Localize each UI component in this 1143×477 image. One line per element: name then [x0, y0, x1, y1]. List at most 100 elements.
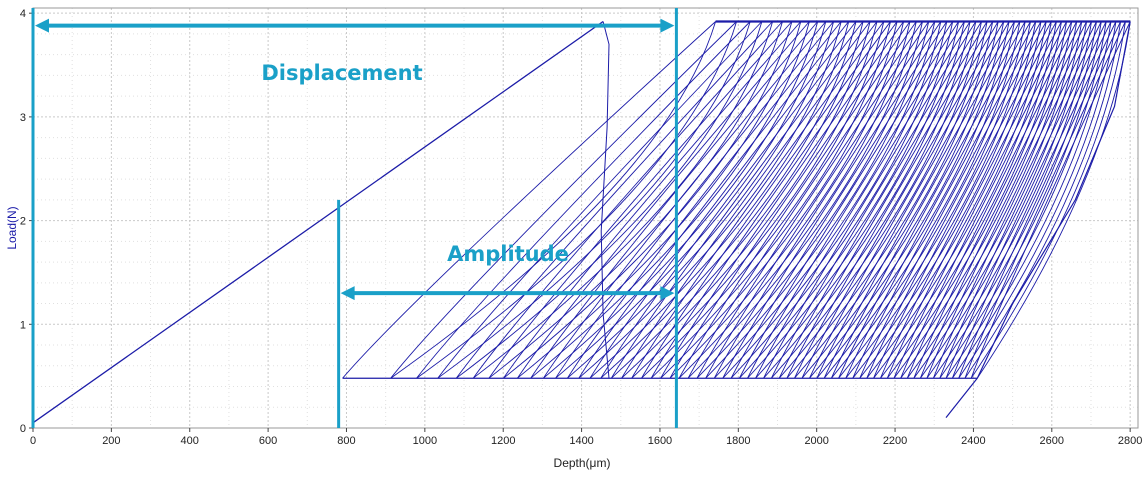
reload-branch — [880, 21, 1062, 379]
unload-branch — [390, 21, 717, 379]
reload-branch — [778, 21, 988, 379]
reload-branch — [823, 21, 1021, 379]
final-unloading-line — [945, 21, 1131, 418]
x-tick-label: 800 — [337, 435, 355, 447]
reload-branch — [472, 21, 783, 379]
reload-branch — [342, 21, 716, 379]
amplitude-arrow-right-head — [660, 286, 675, 301]
unload-branch — [926, 21, 1092, 379]
reload-branch — [555, 21, 834, 379]
reload-branch — [816, 21, 1015, 379]
initial-loading-line — [32, 20, 604, 424]
x-tick-label: 600 — [259, 435, 277, 447]
unload-branch — [713, 21, 936, 379]
reload-branch — [786, 21, 994, 379]
x-tick-label: 200 — [102, 435, 120, 447]
unload-branch — [763, 21, 971, 379]
reload-branch — [866, 21, 1052, 379]
reload-branch — [621, 21, 878, 379]
annotation-overlay: Displacement Amplitude — [31, 8, 678, 428]
reload-branch — [730, 21, 954, 379]
unload-branch — [730, 21, 948, 379]
unload-branch — [845, 21, 1031, 379]
x-tick-label: 1200 — [491, 435, 515, 447]
reload-branch — [893, 21, 1073, 379]
unload-branch — [809, 21, 1005, 379]
unload-branch — [678, 21, 911, 379]
reload-branch — [964, 21, 1126, 379]
reload-branch — [390, 21, 737, 379]
unload-branch — [660, 21, 898, 379]
unload-branch — [650, 21, 891, 379]
reload-branch — [610, 21, 871, 379]
unload-branch — [503, 21, 793, 379]
unload-branch — [578, 21, 842, 379]
unload-branch — [755, 21, 965, 379]
reload-branch — [650, 21, 898, 379]
reload-branch — [770, 21, 982, 379]
reload-branch — [631, 21, 885, 379]
reload-branch — [838, 21, 1031, 379]
y-axis-ticks: 0 1 2 3 4 — [20, 8, 33, 435]
unload-branch — [801, 21, 999, 379]
reload-branch — [886, 21, 1067, 379]
x-tick-label: 1800 — [726, 435, 750, 447]
unload-branch — [517, 21, 802, 379]
reload-branch — [488, 21, 793, 379]
unload-branch — [747, 21, 960, 379]
unload-branch — [920, 21, 1088, 379]
reload-branch — [705, 21, 936, 379]
reload-branch — [970, 21, 1131, 379]
reload-branch — [852, 21, 1042, 379]
reload-branch — [530, 21, 819, 379]
reload-branch — [830, 21, 1026, 379]
unload-branch — [778, 21, 982, 379]
unload-branch — [641, 21, 885, 379]
x-tick-label: 2600 — [1040, 435, 1064, 447]
unload-branch — [831, 21, 1021, 379]
reload-branch — [763, 21, 977, 379]
reload-branch — [958, 21, 1122, 379]
unload-branch — [964, 21, 1122, 379]
reload-branch — [755, 21, 971, 379]
y-tick-label: 4 — [20, 8, 26, 20]
reload-branch — [801, 21, 1005, 379]
unload-branch — [696, 21, 923, 379]
x-tick-label: 1400 — [569, 435, 593, 447]
reload-branch — [567, 21, 842, 379]
reload-branch — [437, 21, 763, 379]
amplitude-label: Amplitude — [447, 242, 569, 266]
unload-branch — [880, 21, 1057, 379]
unload-branch — [906, 21, 1078, 379]
x-tick-label: 2000 — [804, 435, 828, 447]
unload-branch — [838, 21, 1026, 379]
y-tick-label: 1 — [20, 319, 26, 331]
reload-branch — [738, 21, 959, 379]
unload-branch — [893, 21, 1068, 379]
unload-branch — [687, 21, 917, 379]
unload-branch — [816, 21, 1010, 379]
displacement-label: Displacement — [261, 61, 422, 85]
reload-branch — [600, 21, 864, 379]
unload-branch — [939, 21, 1102, 379]
amplitude-arrow-left-head — [340, 286, 355, 301]
reload-branch — [713, 21, 942, 379]
x-tick-label: 1000 — [413, 435, 437, 447]
unload-branch — [859, 21, 1042, 379]
reload-branch — [747, 21, 965, 379]
y-axis-label: Load(N) — [5, 206, 19, 249]
unload-branch — [456, 21, 763, 379]
reload-branch — [945, 21, 1112, 379]
reload-branch — [641, 21, 891, 379]
displacement-arrow-right-head — [660, 18, 675, 33]
x-tick-label: 1600 — [648, 435, 672, 447]
unload-branch — [669, 21, 905, 379]
reload-branch — [900, 21, 1078, 379]
unload-branch — [705, 21, 930, 379]
reload-branch — [589, 21, 857, 379]
reload-branch — [859, 21, 1047, 379]
reload-branch — [416, 21, 751, 379]
reload-branch — [926, 21, 1097, 379]
